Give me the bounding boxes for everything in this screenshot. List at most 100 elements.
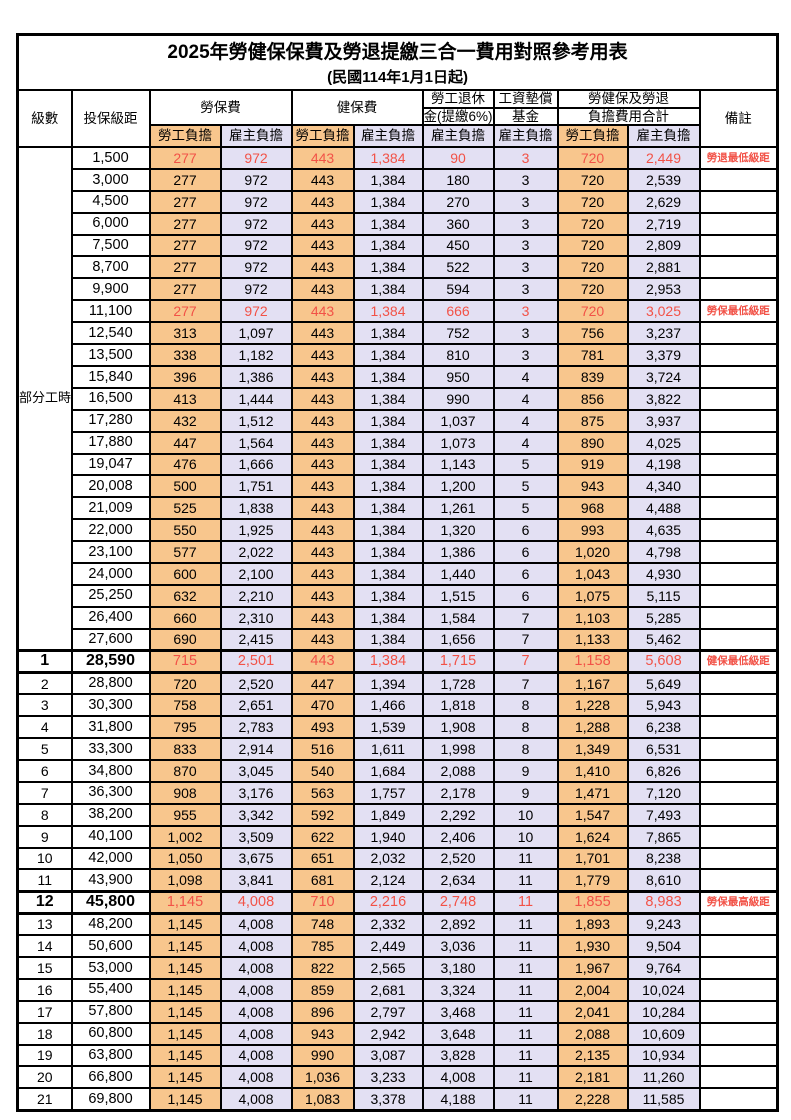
bracket-cell: 12,540	[70, 321, 151, 346]
value-cell: 443	[290, 452, 355, 477]
value-cell: 758	[148, 693, 222, 718]
bracket-cell: 45,800	[70, 889, 151, 915]
value-cell: 447	[290, 671, 355, 696]
value-cell: 990	[290, 1043, 355, 1068]
remark-cell	[698, 780, 779, 805]
value-cell: 839	[556, 364, 629, 389]
value-cell: 443	[290, 343, 355, 367]
remark-cell	[698, 715, 779, 740]
bracket-cell: 9,900	[70, 277, 151, 302]
value-cell: 950	[421, 364, 495, 389]
remark-cell	[698, 233, 779, 258]
value-cell: 1,020	[556, 540, 629, 564]
value-cell: 3	[492, 211, 559, 236]
value-cell: 1,384	[352, 233, 424, 258]
value-cell: 3,176	[219, 780, 293, 805]
value-cell: 8,610	[626, 868, 701, 893]
value-cell: 360	[421, 211, 495, 236]
value-cell: 525	[148, 496, 222, 521]
value-cell: 1,818	[421, 693, 495, 718]
value-cell: 443	[290, 605, 355, 630]
value-cell: 3,468	[421, 999, 495, 1024]
bracket-cell: 28,590	[70, 649, 151, 674]
value-cell: 1,779	[556, 868, 629, 893]
value-cell: 752	[421, 321, 495, 346]
value-cell: 476	[148, 452, 222, 477]
value-cell: 1,037	[421, 408, 495, 433]
value-cell: 2,216	[352, 889, 424, 915]
value-cell: 1,410	[556, 758, 629, 783]
value-cell: 1,384	[352, 167, 424, 192]
bracket-cell: 19,047	[70, 452, 151, 477]
value-cell: 4,008	[219, 889, 293, 915]
bracket-cell: 13,500	[70, 343, 151, 367]
value-cell: 1,728	[421, 671, 495, 696]
value-cell: 1,444	[219, 386, 293, 411]
value-cell: 919	[556, 452, 629, 477]
bracket-cell: 53,000	[70, 955, 151, 980]
table-row: 27,600 690 2,415 443 1,384 1,656 7 1,133 5,462	[18, 627, 779, 652]
level-cell: 10	[16, 846, 73, 871]
value-cell: 1,182	[219, 343, 293, 367]
value-cell: 443	[290, 167, 355, 192]
value-cell: 6,826	[626, 758, 701, 783]
value-cell: 4,008	[219, 1065, 293, 1090]
bracket-cell: 4,500	[70, 189, 151, 214]
value-cell: 4,008	[219, 912, 293, 937]
remark-cell	[698, 255, 779, 280]
bracket-cell: 25,250	[70, 583, 151, 608]
value-cell: 4	[492, 386, 559, 411]
value-cell: 4,008	[219, 934, 293, 958]
value-cell: 908	[148, 780, 222, 805]
level-cell: 2	[16, 671, 73, 696]
value-cell: 2,415	[219, 627, 293, 652]
value-cell: 1,145	[148, 1021, 222, 1046]
remark-cell	[698, 343, 779, 367]
value-cell: 2,809	[626, 233, 701, 258]
value-cell: 1,701	[556, 846, 629, 871]
value-cell: 443	[290, 496, 355, 521]
remark-cell	[698, 496, 779, 521]
value-cell: 1,384	[352, 211, 424, 236]
table-row: 17 57,800 1,145 4,008 896 2,797 3,468 11 2,041 10…	[16, 999, 779, 1024]
value-cell: 1,757	[352, 780, 424, 805]
value-cell: 1,940	[352, 824, 424, 849]
bracket-cell: 6,000	[70, 211, 151, 236]
col-header-pension-line1: 勞工退休	[421, 89, 495, 109]
remark-cell	[698, 955, 779, 980]
title-cell: 2025年勞健保保費及勞退提繳三合一費用對照參考用表 (民國114年1月1日起)	[16, 33, 779, 91]
bracket-cell: 60,800	[70, 1021, 151, 1046]
value-cell: 443	[290, 277, 355, 302]
table-row: 9 40,100 1,002 3,509 622 1,940 2,406 10 1,624 7,8…	[16, 824, 779, 849]
value-cell: 396	[148, 364, 222, 389]
page-subtitle: (民國114年1月1日起)	[327, 68, 468, 86]
value-cell: 4,930	[626, 561, 701, 586]
value-cell: 1,145	[148, 889, 222, 915]
table-row: 23,100 577 2,022 443 1,384 1,386 6 1,020 4,798	[18, 540, 779, 564]
value-cell: 450	[421, 233, 495, 258]
value-cell: 277	[148, 255, 222, 280]
value-cell: 277	[148, 277, 222, 302]
bracket-cell: 36,300	[70, 780, 151, 805]
value-cell: 4,798	[626, 540, 701, 564]
bracket-cell: 24,000	[70, 561, 151, 586]
table-row: 2 28,800 720 2,520 447 1,394 1,728 7 1,167 5,649	[16, 671, 779, 696]
value-cell: 11	[492, 1021, 559, 1046]
value-cell: 443	[290, 518, 355, 543]
value-cell: 4,340	[626, 474, 701, 499]
value-cell: 666	[421, 299, 495, 324]
value-cell: 11	[492, 889, 559, 915]
value-cell: 3,509	[219, 824, 293, 849]
table-row: 26,400 660 2,310 443 1,384 1,584 7 1,103 5,285	[18, 605, 779, 630]
value-cell: 993	[556, 518, 629, 543]
value-cell: 2,088	[421, 758, 495, 783]
remark-cell	[698, 277, 779, 302]
value-cell: 833	[148, 737, 222, 761]
remark-cell	[698, 364, 779, 389]
table-row: 17,880 447 1,564 443 1,384 1,073 4 890 4,025	[18, 430, 779, 455]
value-cell: 1,103	[556, 605, 629, 630]
subheader-health-employer: 雇主負擔	[352, 124, 424, 149]
value-cell: 2,501	[219, 649, 293, 674]
value-cell: 3,937	[626, 408, 701, 433]
